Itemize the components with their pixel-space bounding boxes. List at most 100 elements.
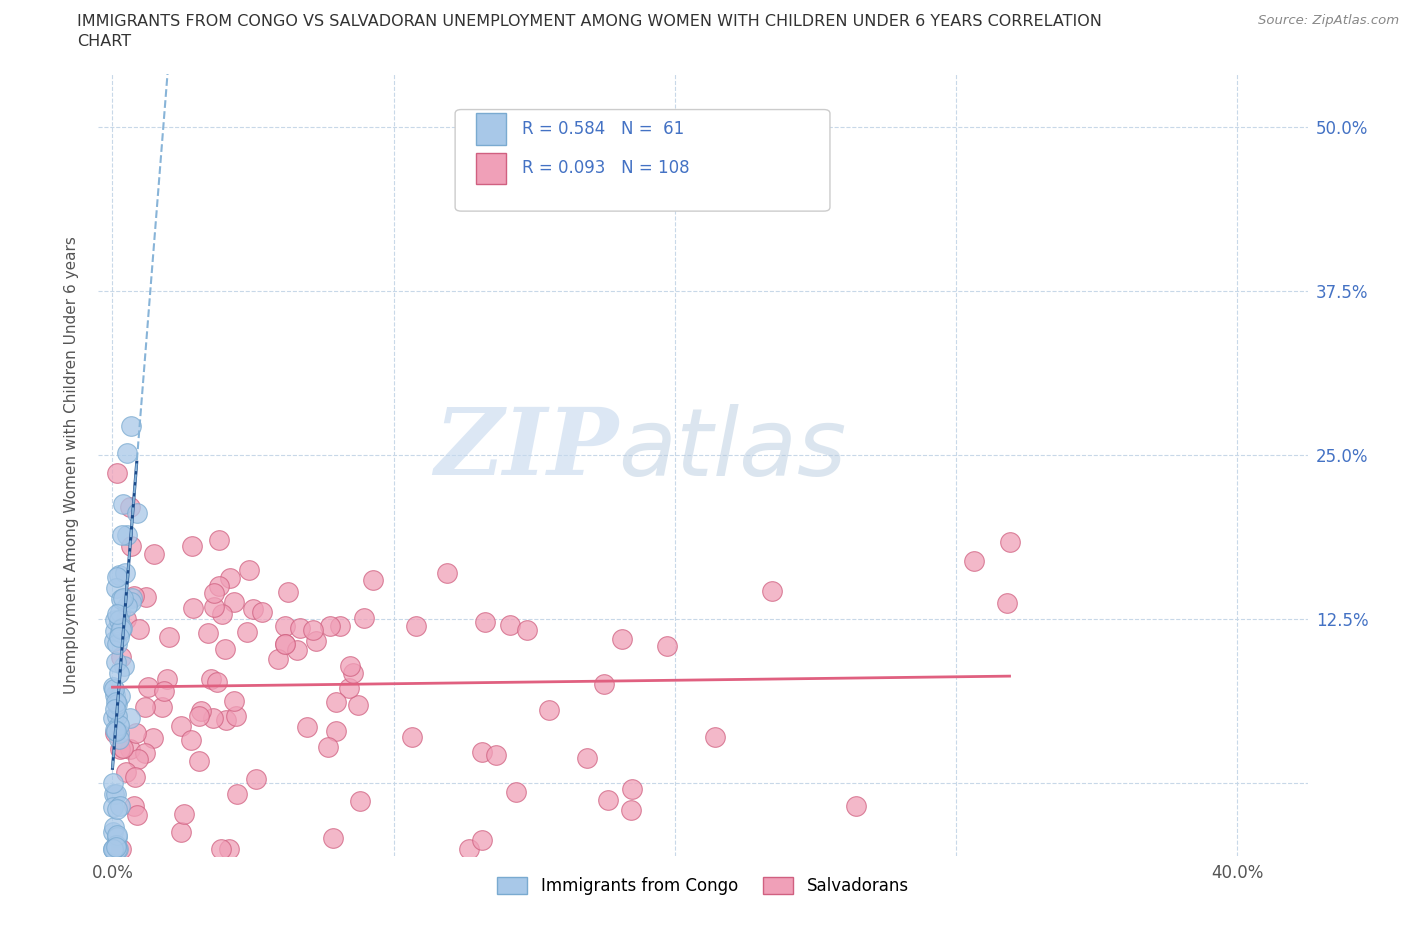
- Salvadorans: [302, 622, 325, 637]
- Text: IMMIGRANTS FROM CONGO VS SALVADORAN UNEMPLOYMENT AMONG WOMEN WITH CHILDREN UNDER: IMMIGRANTS FROM CONGO VS SALVADORAN UNEM…: [77, 14, 1102, 29]
- Immigrants from Congo: [104, 701, 127, 716]
- Salvadorans: [288, 620, 311, 635]
- Salvadorans: [118, 742, 141, 757]
- Immigrants from Congo: [103, 776, 125, 790]
- Salvadorans: [181, 538, 204, 553]
- Immigrants from Congo: [108, 718, 131, 733]
- Immigrants from Congo: [107, 666, 129, 681]
- Immigrants from Congo: [103, 682, 125, 697]
- Immigrants from Congo: [108, 624, 131, 639]
- Salvadorans: [128, 621, 150, 636]
- Immigrants from Congo: [117, 445, 139, 460]
- Salvadorans: [325, 724, 347, 738]
- Immigrants from Congo: [104, 839, 127, 854]
- Immigrants from Congo: [103, 825, 125, 840]
- Salvadorans: [110, 649, 132, 664]
- Immigrants from Congo: [105, 787, 128, 802]
- Salvadorans: [136, 680, 159, 695]
- Immigrants from Congo: [103, 787, 125, 802]
- Salvadorans: [703, 730, 725, 745]
- Immigrants from Congo: [108, 567, 131, 582]
- Salvadorans: [135, 590, 157, 604]
- Immigrants from Congo: [101, 679, 124, 694]
- Salvadorans: [274, 636, 297, 651]
- Immigrants from Congo: [105, 570, 128, 585]
- Salvadorans: [153, 684, 176, 698]
- Salvadorans: [190, 703, 212, 718]
- FancyBboxPatch shape: [475, 113, 506, 145]
- Salvadorans: [436, 566, 458, 581]
- Text: R = 0.093   N = 108: R = 0.093 N = 108: [522, 159, 689, 177]
- Salvadorans: [620, 803, 643, 817]
- Salvadorans: [236, 625, 259, 640]
- Salvadorans: [620, 782, 643, 797]
- Salvadorans: [516, 622, 538, 637]
- Salvadorans: [305, 633, 328, 648]
- Immigrants from Congo: [104, 623, 127, 638]
- Salvadorans: [353, 610, 375, 625]
- Salvadorans: [761, 583, 783, 598]
- Salvadorans: [471, 744, 494, 759]
- Salvadorans: [122, 589, 145, 604]
- Salvadorans: [180, 733, 202, 748]
- Salvadorans: [208, 579, 231, 594]
- Salvadorans: [201, 711, 224, 725]
- Immigrants from Congo: [108, 613, 131, 628]
- Immigrants from Congo: [103, 842, 125, 857]
- Salvadorans: [537, 702, 560, 717]
- Immigrants from Congo: [103, 819, 125, 834]
- Salvadorans: [173, 806, 195, 821]
- Legend: Immigrants from Congo, Salvadorans: Immigrants from Congo, Salvadorans: [491, 870, 915, 902]
- Salvadorans: [215, 712, 238, 727]
- Salvadorans: [218, 570, 240, 585]
- Salvadorans: [157, 630, 180, 644]
- Salvadorans: [170, 719, 193, 734]
- Salvadorans: [471, 833, 494, 848]
- Salvadorans: [181, 601, 204, 616]
- Salvadorans: [214, 642, 236, 657]
- Salvadorans: [211, 606, 233, 621]
- Salvadorans: [125, 808, 148, 823]
- Salvadorans: [142, 546, 165, 561]
- Salvadorans: [339, 659, 361, 674]
- Salvadorans: [337, 681, 360, 696]
- Immigrants from Congo: [103, 723, 125, 737]
- Salvadorans: [405, 618, 427, 633]
- Salvadorans: [285, 643, 308, 658]
- Salvadorans: [318, 618, 340, 633]
- Salvadorans: [250, 605, 273, 620]
- Salvadorans: [998, 535, 1021, 550]
- Immigrants from Congo: [104, 687, 127, 702]
- Salvadorans: [202, 599, 225, 614]
- Salvadorans: [222, 594, 245, 609]
- Immigrants from Congo: [110, 591, 132, 606]
- Salvadorans: [238, 563, 260, 578]
- Text: atlas: atlas: [619, 404, 846, 495]
- Immigrants from Congo: [105, 636, 128, 651]
- Salvadorans: [329, 618, 352, 633]
- Immigrants from Congo: [110, 604, 132, 619]
- Immigrants from Congo: [105, 842, 128, 857]
- Salvadorans: [245, 771, 267, 786]
- Salvadorans: [124, 769, 146, 784]
- Salvadorans: [224, 694, 246, 709]
- Salvadorans: [110, 842, 132, 857]
- Salvadorans: [225, 786, 247, 801]
- Salvadorans: [325, 695, 347, 710]
- Immigrants from Congo: [114, 565, 136, 580]
- Immigrants from Congo: [105, 655, 128, 670]
- Immigrants from Congo: [111, 497, 134, 512]
- Salvadorans: [202, 585, 225, 600]
- Salvadorans: [342, 666, 364, 681]
- Salvadorans: [474, 614, 496, 629]
- Salvadorans: [322, 830, 344, 845]
- Salvadorans: [295, 720, 318, 735]
- Salvadorans: [115, 764, 138, 779]
- Salvadorans: [104, 726, 127, 741]
- Salvadorans: [242, 602, 264, 617]
- Salvadorans: [208, 533, 231, 548]
- Salvadorans: [347, 698, 370, 712]
- Salvadorans: [505, 785, 527, 800]
- Salvadorans: [200, 671, 222, 686]
- Immigrants from Congo: [101, 842, 124, 857]
